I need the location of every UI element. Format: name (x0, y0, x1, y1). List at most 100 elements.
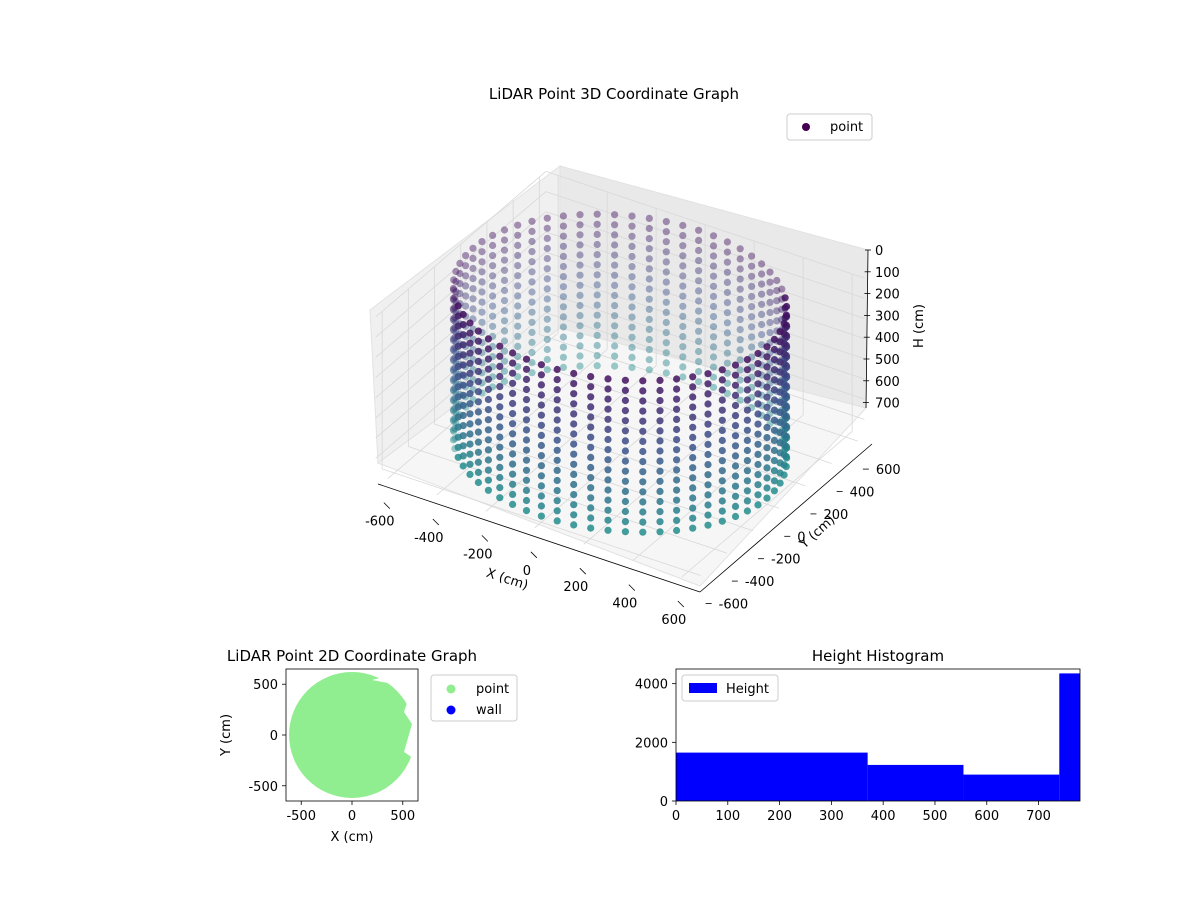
data-point (704, 511, 712, 519)
data-point (543, 244, 551, 253)
data-point (611, 302, 619, 310)
z-tick-label: 700 (875, 397, 900, 412)
y-tick-label-2d: 0 (270, 729, 278, 744)
data-point (522, 385, 531, 394)
data-point (639, 458, 647, 466)
data-point (496, 423, 504, 431)
data-point (559, 222, 568, 230)
data-point (758, 320, 766, 329)
y-tick-label: 200 (823, 508, 848, 523)
data-point (553, 497, 561, 505)
x-tick-mark (481, 535, 489, 542)
data-point (478, 238, 486, 246)
data-point (543, 315, 551, 323)
data-point (754, 491, 762, 499)
histogram-bar (1059, 673, 1080, 801)
data-point (489, 322, 497, 330)
data-point (522, 426, 531, 434)
data-point (628, 323, 636, 331)
z-tick-label: 100 (875, 266, 900, 281)
chart-3d-grid (375, 171, 865, 578)
data-point (528, 278, 536, 286)
data-point (770, 366, 779, 374)
data-point (496, 473, 504, 482)
z-tick-label: 0 (875, 244, 883, 259)
data-point (645, 325, 653, 333)
data-point (695, 327, 703, 335)
data-point (478, 258, 486, 266)
data-point (604, 405, 612, 413)
data-point (679, 262, 687, 270)
data-point (754, 390, 762, 398)
y-tick-label-hist: 4000 (635, 678, 668, 693)
data-point (645, 356, 653, 364)
data-point (514, 342, 522, 350)
data-point (718, 447, 726, 455)
data-point (704, 481, 712, 489)
data-point (704, 400, 712, 408)
data-point (770, 356, 779, 364)
data-point (748, 282, 756, 290)
chart-2d-legend: point wall (430, 674, 518, 722)
data-point (679, 282, 687, 290)
data-point (450, 316, 458, 324)
data-point (570, 491, 578, 499)
data-point (754, 471, 762, 479)
data-point (763, 373, 771, 381)
data-point (604, 456, 612, 464)
data-point (559, 333, 568, 341)
data-point (604, 385, 612, 393)
data-point (466, 319, 474, 327)
legend-marker-point (802, 123, 810, 131)
data-point (662, 248, 670, 256)
data-point (474, 378, 482, 386)
data-point (611, 221, 619, 229)
data-point (723, 288, 732, 297)
data-point (621, 457, 630, 465)
data-point (731, 401, 740, 410)
data-point (489, 272, 497, 280)
y-tick-label: -600 (719, 598, 749, 613)
data-point (766, 268, 774, 276)
data-point (781, 294, 789, 302)
data-point (718, 386, 726, 394)
data-point (662, 369, 670, 377)
data-point (656, 508, 664, 516)
data-point (776, 378, 784, 386)
data-point (474, 408, 482, 416)
data-point (537, 492, 546, 500)
data-point (709, 333, 718, 341)
data-point (537, 512, 546, 520)
chart-2d-plot-area (289, 672, 418, 798)
x-tick-mark (579, 567, 587, 575)
data-point (449, 284, 457, 293)
data-point (469, 295, 477, 303)
data-point (731, 391, 740, 399)
data-point (528, 318, 536, 326)
data-point (522, 507, 531, 515)
data-point (537, 381, 546, 389)
data-point (514, 312, 522, 320)
data-point (770, 406, 779, 414)
data-point (611, 332, 619, 340)
data-point (593, 261, 601, 269)
data-point (459, 331, 467, 339)
data-point (587, 453, 595, 461)
data-point (489, 262, 497, 270)
legend-marker-point-2d (446, 684, 456, 694)
data-point (537, 431, 546, 439)
x-tick-label: -600 (365, 515, 395, 530)
data-point (484, 456, 492, 464)
data-point (662, 329, 670, 337)
data-point (709, 242, 718, 250)
data-point (770, 467, 779, 475)
data-point (593, 240, 601, 249)
data-point (604, 486, 612, 494)
data-point (628, 232, 636, 240)
data-point (528, 237, 536, 246)
x-axis-line (377, 483, 701, 593)
x-tick-label: 200 (563, 580, 588, 595)
data-point (559, 343, 568, 351)
